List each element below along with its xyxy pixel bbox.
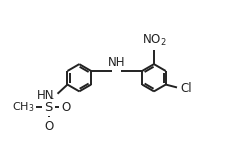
Text: S: S: [44, 101, 53, 114]
Text: HN: HN: [37, 89, 54, 102]
Text: CH$_3$: CH$_3$: [12, 100, 35, 114]
Text: NO$_2$: NO$_2$: [142, 33, 166, 48]
Text: O: O: [44, 120, 53, 133]
Text: NH: NH: [108, 56, 125, 69]
Text: O: O: [62, 101, 71, 114]
Text: Cl: Cl: [180, 82, 192, 95]
